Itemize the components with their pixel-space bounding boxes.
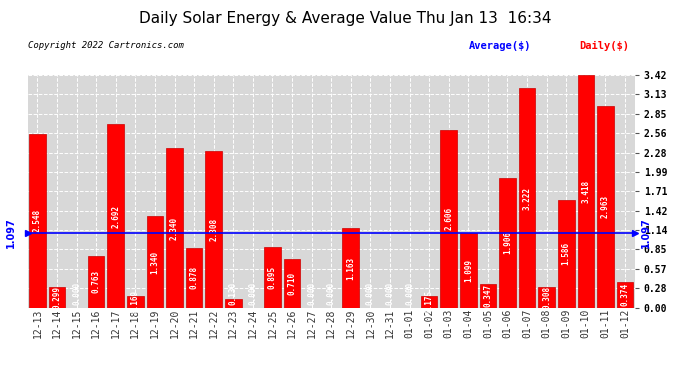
Text: 1.099: 1.099 (464, 259, 473, 282)
Text: 1.340: 1.340 (150, 251, 159, 273)
Bar (342, 228, 359, 308)
Bar (108, 124, 124, 308)
Bar (29, 134, 46, 308)
Text: 2.340: 2.340 (170, 216, 179, 240)
Text: 0.895: 0.895 (268, 266, 277, 289)
Text: 0.175: 0.175 (424, 290, 433, 313)
Text: 0.000: 0.000 (326, 282, 336, 305)
Text: 2.606: 2.606 (444, 207, 453, 231)
Bar (538, 286, 555, 308)
Bar (206, 151, 222, 308)
Text: 0.130: 0.130 (229, 282, 238, 305)
Bar (617, 282, 633, 308)
Text: 0.374: 0.374 (620, 283, 629, 306)
Bar (440, 130, 457, 308)
Text: 0.000: 0.000 (386, 282, 395, 305)
Bar (519, 88, 535, 308)
Text: 2.692: 2.692 (111, 204, 120, 228)
Bar (49, 287, 66, 308)
Text: 0.763: 0.763 (92, 270, 101, 293)
Text: 1.097: 1.097 (6, 217, 15, 248)
Text: 1.097: 1.097 (641, 217, 651, 248)
Text: 1.906: 1.906 (503, 231, 512, 254)
Text: 2.963: 2.963 (601, 195, 610, 218)
Text: 0.000: 0.000 (307, 282, 316, 305)
Text: 0.000: 0.000 (72, 282, 81, 305)
Text: 2.548: 2.548 (33, 209, 42, 232)
Text: 0.299: 0.299 (52, 286, 61, 309)
Text: 0.000: 0.000 (405, 282, 414, 305)
Bar (88, 256, 104, 308)
Bar (225, 298, 241, 307)
Bar (264, 247, 281, 308)
Bar (480, 284, 496, 308)
Text: Daily Solar Energy & Average Value Thu Jan 13  16:34: Daily Solar Energy & Average Value Thu J… (139, 11, 551, 26)
Bar (499, 178, 516, 308)
Text: Daily($): Daily($) (580, 41, 629, 51)
Bar (166, 148, 183, 308)
Text: 1.163: 1.163 (346, 256, 355, 279)
Text: Average($): Average($) (469, 41, 532, 51)
Text: Copyright 2022 Cartronics.com: Copyright 2022 Cartronics.com (28, 41, 184, 50)
Bar (421, 296, 437, 307)
Text: 1.586: 1.586 (562, 242, 571, 265)
Text: 0.710: 0.710 (288, 272, 297, 295)
Bar (146, 216, 164, 308)
Bar (284, 259, 300, 308)
Text: 0.308: 0.308 (542, 285, 551, 309)
Bar (597, 106, 613, 307)
Text: 0.169: 0.169 (131, 290, 140, 314)
Bar (186, 248, 202, 308)
Text: 3.222: 3.222 (522, 186, 531, 210)
Text: 3.418: 3.418 (582, 180, 591, 203)
Text: 2.308: 2.308 (209, 217, 218, 241)
Bar (558, 200, 575, 308)
Text: 0.000: 0.000 (248, 282, 257, 305)
Text: 0.347: 0.347 (484, 284, 493, 307)
Text: 0.000: 0.000 (366, 282, 375, 305)
Bar (460, 233, 477, 308)
Bar (127, 296, 144, 307)
Bar (578, 75, 594, 307)
Text: 0.878: 0.878 (190, 266, 199, 289)
